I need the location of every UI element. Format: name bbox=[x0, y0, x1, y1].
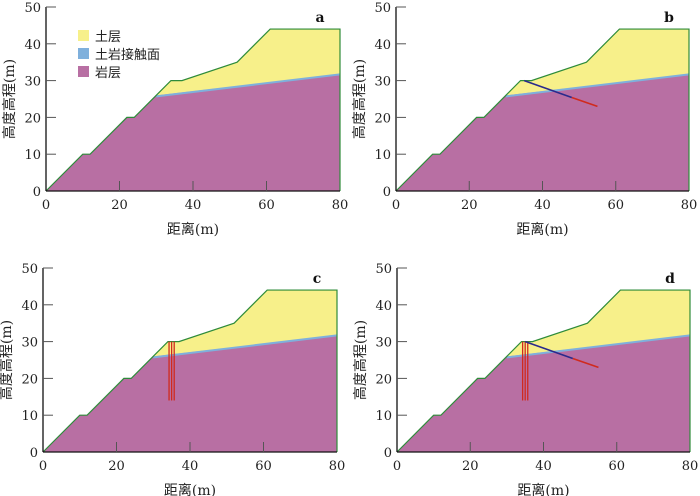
y-tick-label: 50 bbox=[374, 1, 391, 16]
x-tick-label: 40 bbox=[534, 198, 551, 213]
soil-rock-interface bbox=[153, 334, 338, 359]
y-axis-label: 高度高程(m) bbox=[351, 59, 368, 139]
y-axis-label: 高度高程(m) bbox=[352, 320, 369, 400]
y-tick-label: 50 bbox=[375, 262, 392, 277]
ground-surface-line bbox=[45, 28, 341, 192]
y-tick-label: 30 bbox=[24, 75, 41, 90]
soil-layer bbox=[505, 29, 689, 96]
x-axis-label: 距离(m) bbox=[164, 482, 216, 496]
y-tick-label: 10 bbox=[21, 409, 38, 424]
ground-surface-line bbox=[396, 289, 691, 453]
x-tick-label: 80 bbox=[329, 459, 346, 474]
anchor-free-section bbox=[524, 340, 574, 360]
rock-layer bbox=[397, 335, 690, 452]
soil-rock-interface bbox=[505, 73, 690, 98]
y-tick-label: 20 bbox=[374, 111, 391, 126]
x-tick-label: 0 bbox=[42, 198, 50, 213]
soil-layer bbox=[506, 290, 690, 357]
x-tick-label: 40 bbox=[185, 198, 202, 213]
x-axis-label: 距离(m) bbox=[517, 482, 569, 496]
x-tick-label: 60 bbox=[255, 459, 272, 474]
y-tick-label: 0 bbox=[383, 185, 391, 200]
rock-layer bbox=[46, 74, 340, 191]
panel-b: 0 20 40 60 80 0 10 20 30 40 50 距离(m) 高度高程(m) b bbox=[351, 1, 697, 238]
panel-label: c bbox=[313, 271, 322, 287]
x-tick-label: 40 bbox=[182, 459, 199, 474]
legend-label: 土岩接触面 bbox=[95, 47, 160, 63]
x-tick-label: 20 bbox=[108, 459, 125, 474]
anchor-bond-section bbox=[572, 357, 599, 369]
legend-swatch bbox=[78, 66, 89, 77]
y-tick-label: 10 bbox=[374, 148, 391, 163]
soil-layer bbox=[153, 290, 337, 357]
panel-c: 0 20 40 60 80 0 10 20 30 40 50 距离(m) 高度高程(m) c bbox=[0, 262, 345, 496]
y-tick-label: 20 bbox=[375, 372, 392, 387]
y-tick-label: 0 bbox=[33, 185, 41, 200]
x-tick-label: 0 bbox=[392, 198, 400, 213]
x-tick-label: 80 bbox=[682, 459, 699, 474]
y-tick-label: 30 bbox=[375, 336, 392, 351]
soil-rock-interface bbox=[156, 73, 341, 98]
x-tick-label: 0 bbox=[393, 459, 401, 474]
y-tick-label: 10 bbox=[24, 148, 41, 163]
anchor-free-section bbox=[523, 79, 573, 99]
x-tick-label: 80 bbox=[681, 198, 698, 213]
y-tick-label: 50 bbox=[24, 1, 41, 16]
y-tick-label: 0 bbox=[384, 446, 392, 461]
y-axis-label: 高度高程(m) bbox=[1, 59, 18, 139]
legend-label: 岩层 bbox=[95, 66, 121, 81]
y-tick-label: 30 bbox=[21, 336, 38, 351]
y-tick-label: 40 bbox=[21, 299, 38, 314]
rock-layer bbox=[43, 335, 337, 452]
y-tick-label: 50 bbox=[21, 262, 38, 277]
x-tick-label: 40 bbox=[535, 459, 552, 474]
y-tick-label: 20 bbox=[24, 111, 41, 126]
x-tick-label: 60 bbox=[607, 198, 624, 213]
x-axis-label: 距离(m) bbox=[167, 221, 219, 238]
x-tick-label: 20 bbox=[111, 198, 128, 213]
x-tick-label: 0 bbox=[39, 459, 47, 474]
y-tick-label: 30 bbox=[374, 75, 391, 90]
legend-swatch bbox=[78, 30, 89, 41]
x-tick-label: 20 bbox=[461, 198, 478, 213]
y-tick-label: 40 bbox=[375, 299, 392, 314]
panel-d: 0 20 40 60 80 0 10 20 30 40 50 距离(m) 高度高程(m) d bbox=[352, 262, 698, 496]
panel-a: 0 20 40 60 80 0 10 20 30 40 50 距离(m) 高度高程(m) a 土层土岩接触面… bbox=[1, 1, 348, 238]
soil-rock-interface bbox=[506, 334, 691, 359]
y-tick-label: 40 bbox=[24, 38, 41, 53]
x-axis-label: 距离(m) bbox=[516, 221, 568, 238]
panel-label: b bbox=[664, 10, 674, 26]
anchor-bond-section bbox=[571, 96, 598, 108]
y-tick-label: 10 bbox=[375, 409, 392, 424]
x-tick-label: 80 bbox=[332, 198, 349, 213]
legend-swatch bbox=[78, 48, 89, 59]
y-tick-label: 40 bbox=[374, 38, 391, 53]
soil-layer bbox=[156, 29, 340, 96]
rock-layer bbox=[396, 74, 689, 191]
x-tick-label: 20 bbox=[462, 459, 479, 474]
panel-label: a bbox=[315, 10, 324, 26]
panel-label: d bbox=[665, 271, 675, 287]
ground-surface-line bbox=[42, 289, 338, 453]
y-tick-label: 20 bbox=[21, 372, 38, 387]
legend-label: 土层 bbox=[95, 30, 121, 45]
x-tick-label: 60 bbox=[258, 198, 275, 213]
ground-surface-line bbox=[395, 28, 690, 192]
y-axis-label: 高度高程(m) bbox=[0, 320, 15, 400]
y-tick-label: 0 bbox=[30, 446, 38, 461]
x-tick-label: 60 bbox=[608, 459, 625, 474]
